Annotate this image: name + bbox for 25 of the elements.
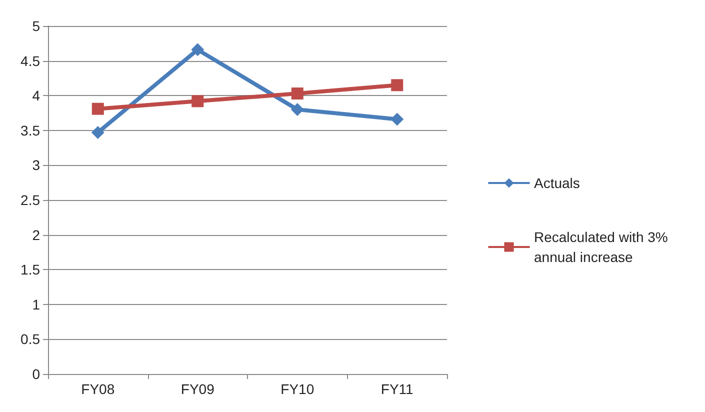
y-tick-label: 4 (32, 88, 40, 104)
x-tick-label: FY10 (280, 381, 314, 397)
y-tick-label: 0 (32, 366, 40, 382)
point (291, 88, 304, 100)
y-tick-label: 3 (32, 157, 40, 174)
point (390, 112, 404, 126)
x-tick-label: FY11 (380, 381, 414, 397)
y-tick-label: 1.5 (20, 262, 40, 278)
x-tick-label: FY09 (180, 381, 215, 397)
x-tick-label: FY08 (81, 381, 115, 397)
y-tick-label: 5 (32, 18, 40, 34)
legend-label: Recalculated with 3% annual increase (534, 229, 672, 265)
point (192, 95, 204, 108)
y-tick-label: 3.5 (20, 122, 40, 138)
y-tick-label: 1 (32, 296, 40, 312)
y-tick-label: 2.5 (20, 192, 40, 208)
point (92, 102, 104, 115)
point (191, 43, 204, 56)
y-tick-label: 2 (32, 226, 40, 243)
y-tick-label: 4.5 (20, 52, 40, 69)
point (91, 126, 104, 139)
point (391, 79, 404, 92)
point (290, 103, 304, 116)
legend-label: Actuals (534, 175, 580, 191)
y-tick-label: 0.5 (20, 331, 40, 348)
